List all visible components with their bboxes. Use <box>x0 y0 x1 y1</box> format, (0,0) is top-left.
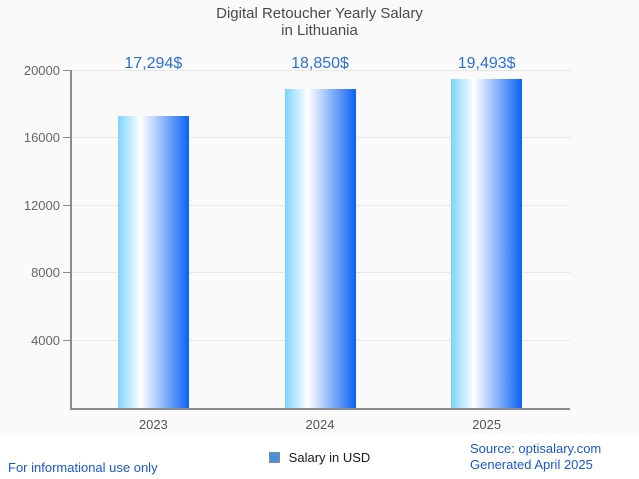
y-tick-8000 <box>63 272 70 274</box>
source-block: Source: optisalary.com Generated April 2… <box>470 441 601 473</box>
chart-title-line2: in Lithuania <box>281 22 358 39</box>
y-tick-4000 <box>63 339 70 341</box>
y-tick-20000 <box>63 69 70 71</box>
chart-title-line1: Digital Retoucher Yearly Salary <box>216 5 423 22</box>
x-tick-label-2024: 2024 <box>305 417 335 432</box>
y-tick-label-8000: 8000 <box>31 265 60 281</box>
value-label-2025: 19,493$ <box>457 55 516 72</box>
legend-swatch-icon <box>268 452 280 463</box>
legend: Salary in USD <box>0 450 639 465</box>
y-axis-line <box>70 70 72 410</box>
bar-2025 <box>451 78 523 408</box>
chart-plot-region: Digital Retoucher Yearly Salary in Lithu… <box>0 5 639 432</box>
legend-label: Salary in USD <box>288 450 371 465</box>
y-tick-label-20000: 20000 <box>23 62 60 78</box>
value-label-2024: 18,850$ <box>291 55 349 72</box>
x-tick-label-2023: 2023 <box>138 417 168 432</box>
y-tick-12000 <box>63 204 70 206</box>
y-tick-label-16000: 16000 <box>23 130 60 146</box>
y-tick-label-4000: 4000 <box>31 332 60 348</box>
bar-2024 <box>284 89 356 408</box>
disclaimer-text: For informational use only <box>8 460 158 475</box>
source-text: Source: optisalary.com <box>470 441 602 456</box>
value-label-2023: 17,294$ <box>124 55 183 72</box>
bar-2023 <box>117 115 189 408</box>
generated-text: Generated April 2025 <box>470 457 593 472</box>
gridline-20000 <box>71 69 570 71</box>
x-axis-line <box>70 408 570 410</box>
x-tick-label-2025: 2025 <box>472 417 502 432</box>
chart-title: Digital Retoucher Yearly Salary in Lithu… <box>0 5 639 39</box>
y-tick-label-12000: 12000 <box>23 197 60 213</box>
y-tick-16000 <box>63 137 70 139</box>
